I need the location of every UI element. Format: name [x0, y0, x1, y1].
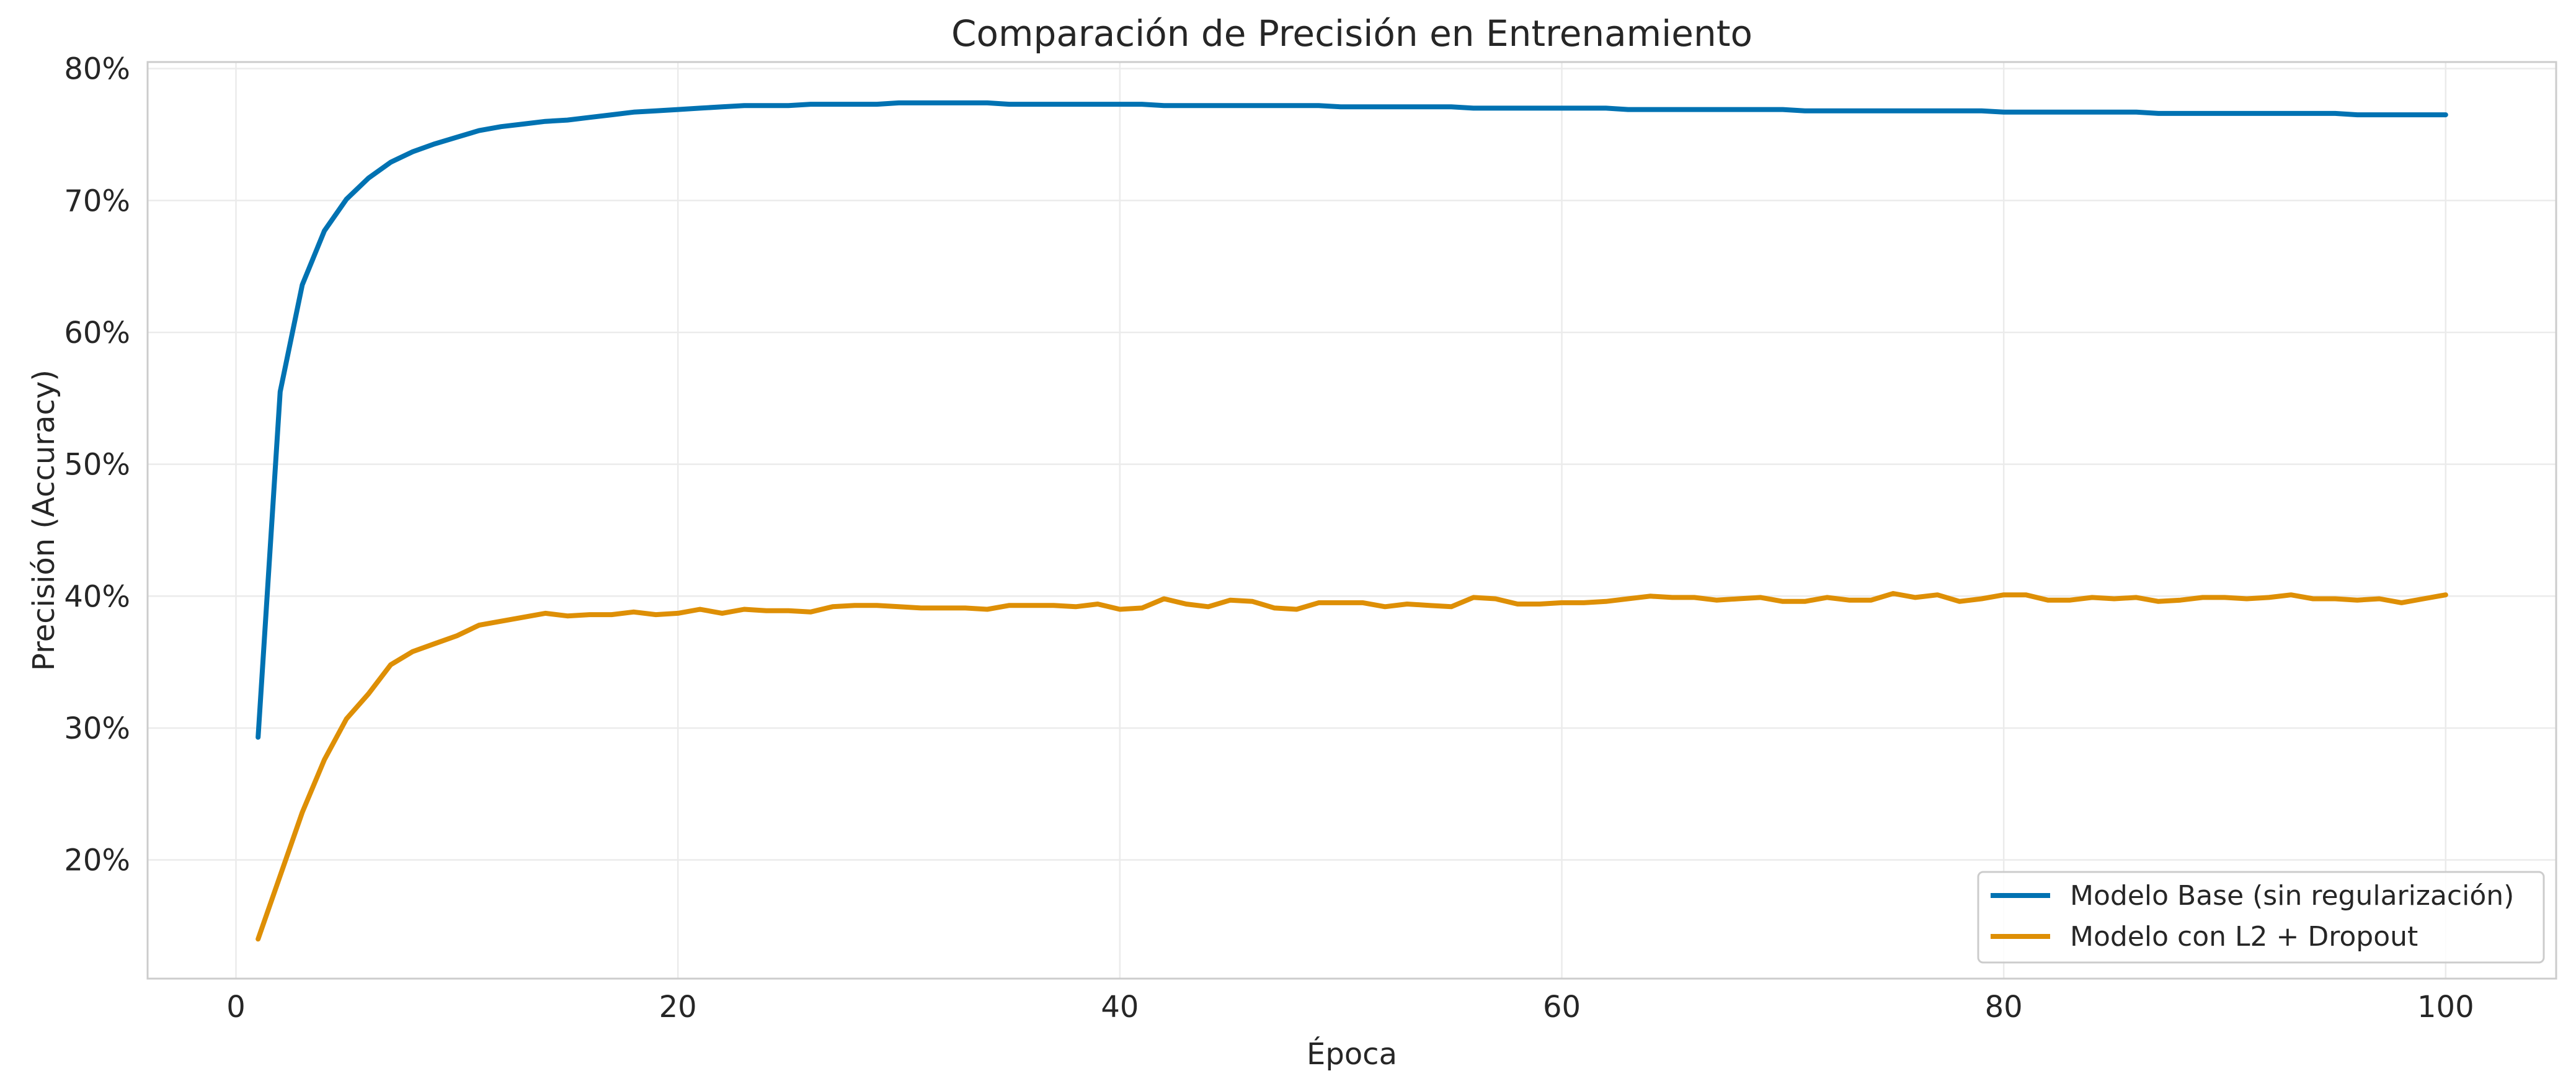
legend-box	[1977, 871, 2545, 964]
grid	[148, 62, 2556, 979]
plot-frame	[146, 61, 2557, 980]
y-tick-label: 80%	[64, 52, 130, 87]
x-tick-label: 80	[1985, 990, 2023, 1025]
y-axis-title: Precisión (Accuracy)	[27, 370, 61, 671]
y-tick-label: 30%	[64, 711, 130, 746]
x-tick-label: 0	[226, 990, 246, 1025]
x-axis-title: Época	[1307, 1036, 1397, 1072]
legend: Modelo Base (sin regularización) Modelo …	[1977, 871, 2545, 964]
legend-label-modelo-base: Modelo Base (sin regularización)	[2070, 880, 2514, 912]
y-axis-ticks: 20% 30% 40% 50% 60% 70% 80%	[64, 52, 130, 878]
x-tick-label: 20	[659, 990, 697, 1025]
series-layer	[255, 100, 2448, 942]
x-tick-label: 100	[2417, 990, 2474, 1025]
y-tick-label: 50%	[64, 448, 130, 482]
legend-label-modelo-l2-dropout: Modelo con L2 + Dropout	[2070, 921, 2418, 953]
series-line-0	[255, 100, 2448, 740]
series-line-1	[255, 591, 2448, 942]
y-tick-label: 70%	[64, 184, 130, 218]
x-tick-label: 40	[1101, 990, 1139, 1025]
x-tick-label: 60	[1543, 990, 1581, 1025]
x-axis-ticks: 0 20 40 60 80 100	[226, 990, 2474, 1025]
y-tick-label: 60%	[64, 316, 130, 350]
chart-title: Comparación de Precisión en Entrenamient…	[951, 12, 1752, 55]
y-tick-label: 20%	[64, 843, 130, 878]
y-tick-label: 40%	[64, 579, 130, 614]
